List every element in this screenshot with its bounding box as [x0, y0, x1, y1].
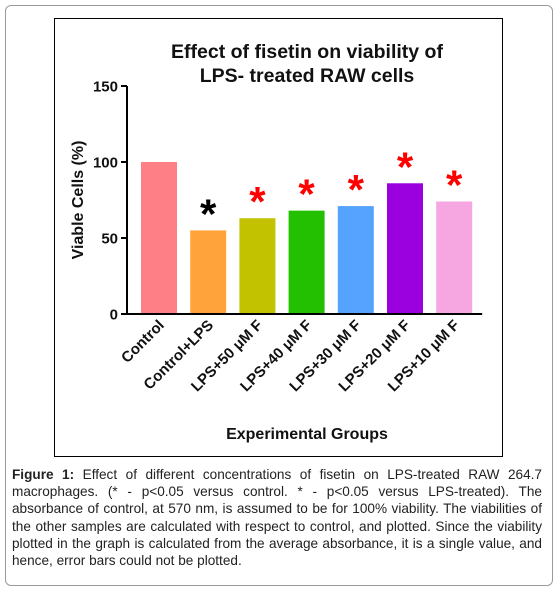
x-axis-label: Experimental Groups	[226, 426, 388, 443]
significance-marker: *	[249, 178, 266, 225]
y-tick-label: 150	[93, 79, 118, 96]
bar	[141, 162, 177, 314]
y-tick-label: 50	[101, 231, 118, 248]
significance-markers: * * * * * *	[200, 143, 463, 237]
y-tick-label: 100	[93, 155, 118, 172]
bar	[190, 230, 227, 314]
caption-label: Figure 1:	[12, 467, 75, 482]
bar	[288, 210, 325, 314]
y-tick-label: 0	[110, 307, 118, 324]
figure-caption: Figure 1: Effect of different concentrat…	[12, 466, 542, 569]
significance-marker: *	[298, 171, 315, 218]
bar	[239, 218, 276, 314]
chart-panel	[54, 18, 503, 457]
bar	[436, 201, 473, 314]
y-axis-label: Viable Cells (%)	[70, 141, 87, 260]
significance-marker: *	[200, 190, 217, 237]
bars	[127, 162, 483, 315]
bar	[337, 206, 374, 314]
significance-marker: *	[348, 166, 365, 213]
significance-marker: *	[446, 162, 463, 209]
significance-marker: *	[397, 143, 414, 190]
chart-title-line2: LPS- treated RAW cells	[200, 65, 415, 87]
figure-frame	[5, 5, 553, 586]
chart-title-line1: Effect of fisetin on viability of	[171, 41, 443, 63]
caption-text: Effect of different concentrations of fi…	[12, 467, 542, 569]
x-tick-label: Control	[118, 317, 168, 367]
bar	[387, 183, 423, 314]
y-axis: 0 50 100 150	[93, 79, 128, 324]
